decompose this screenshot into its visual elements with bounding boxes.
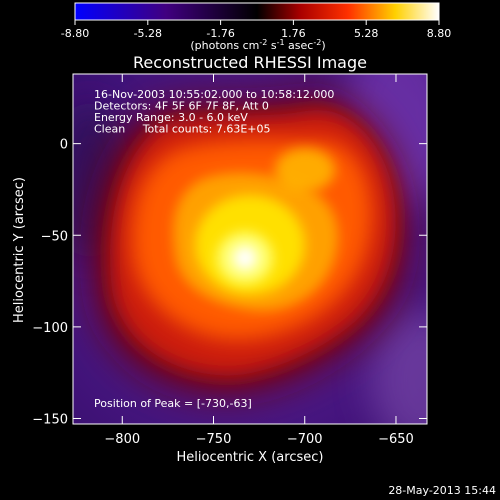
- annotation-line: Clean Total counts: 7.63E+05: [94, 123, 271, 136]
- chart-title: Reconstructed RHESSI Image: [133, 53, 367, 72]
- y-tick-label: −150: [32, 413, 68, 428]
- colorbar-ticks: -8.80 -5.28 -1.76 1.76 5.28 8.80: [61, 20, 451, 40]
- plot-frame: [72, 73, 428, 425]
- x-tick-label: −800: [104, 432, 140, 447]
- annotation-line: Energy Range: 3.0 - 6.0 keV: [94, 111, 248, 124]
- colorbar-tick-label: 5.28: [354, 27, 379, 40]
- colorbar-unit: (photons cm-2 s-1 asec-2): [190, 38, 325, 52]
- x-axis: −800 −750 −700 −650: [104, 74, 414, 447]
- x-tick-label: −700: [287, 432, 323, 447]
- annotation-line: Detectors: 4F 5F 6F 7F 8F, Att 0: [94, 100, 269, 113]
- y-axis: −150 −100 −50 0: [32, 138, 427, 428]
- footer-date: 28-May-2013 15:44: [388, 484, 496, 497]
- y-tick-label: 0: [60, 138, 68, 153]
- heatmap-image: [73, 74, 427, 424]
- y-tick-label: −100: [32, 321, 68, 336]
- annotation-line: 16-Nov-2003 10:55:02.000 to 10:58:12.000: [94, 88, 334, 101]
- colorbar-tick-label: 1.76: [281, 27, 306, 40]
- x-tick-label: −750: [196, 432, 232, 447]
- colorbar-tick-label: -8.80: [61, 27, 89, 40]
- colorbar-tick-label: 8.80: [427, 27, 452, 40]
- y-tick-label: −50: [41, 229, 68, 244]
- annotations: 16-Nov-2003 10:55:02.000 to 10:58:12.000…: [94, 88, 334, 136]
- colorbar-tick-label: -1.76: [206, 27, 234, 40]
- colorbar-tick-label: -5.28: [134, 27, 162, 40]
- y-axis-label: Heliocentric Y (arcsec): [12, 177, 27, 323]
- x-tick-label: −650: [378, 432, 414, 447]
- peak-position-label: Position of Peak = [-730,-63]: [94, 397, 252, 410]
- x-axis-label: Heliocentric X (arcsec): [177, 450, 324, 465]
- colorbar: [75, 3, 439, 20]
